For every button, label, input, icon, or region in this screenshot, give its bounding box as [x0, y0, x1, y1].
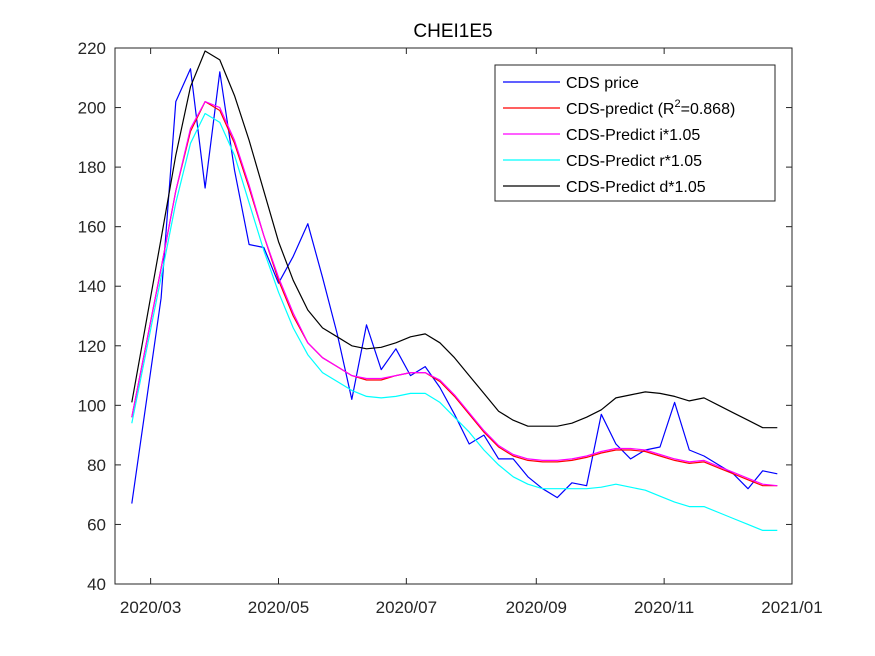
legend-items: CDS price CDS-predict (R2=0.868) CDS-Predi… — [503, 75, 735, 196]
x-axis: 2020/03 2020/05 2020/07 2020/09 2020/11 2021/… — [120, 48, 823, 617]
series-layer — [131, 50, 778, 532]
y-tick-label: 160 — [78, 218, 106, 237]
series-line-1 — [131, 100, 778, 487]
y-tick-label: 180 — [78, 158, 106, 177]
legend-label-3: CDS-Predict r*1.05 — [566, 153, 702, 170]
chart-title: CHEI1E5 — [413, 21, 492, 42]
y-tick-label: 220 — [78, 39, 106, 58]
x-tick-label: 2020/05 — [248, 598, 309, 617]
y-tick-label: 60 — [87, 515, 106, 534]
y-tick-label: 80 — [87, 456, 106, 475]
y-axis: 40 60 80 100 120 140 160 180 200 220 — [78, 39, 792, 594]
y-tick-label: 100 — [78, 396, 106, 415]
series-line-2 — [131, 100, 778, 487]
series-line-4 — [131, 50, 778, 429]
legend-label-2: CDS-Predict i*1.05 — [566, 127, 700, 144]
legend-box — [494, 64, 776, 202]
y-tick-label: 140 — [78, 277, 106, 296]
x-tick-label: 2020/07 — [376, 598, 437, 617]
x-tick-label: 2020/03 — [120, 598, 181, 617]
legend-label-1: CDS-predict (R2=0.868) — [566, 98, 735, 118]
legend-label-0: CDS price — [566, 75, 639, 92]
x-tick-label: 2020/09 — [506, 598, 567, 617]
series-line-0 — [131, 68, 778, 504]
legend-label-4: CDS-Predict d*1.05 — [566, 179, 706, 196]
legend: CDS price CDS-predict (R2=0.868) CDS-Predi… — [494, 64, 776, 202]
series-line-3 — [131, 112, 778, 532]
y-tick-label: 120 — [78, 337, 106, 356]
y-tick-label: 200 — [78, 99, 106, 118]
y-tick-label: 40 — [87, 575, 106, 594]
x-tick-label: 2021/01 — [761, 598, 822, 617]
x-tick-label: 2020/11 — [634, 598, 694, 617]
